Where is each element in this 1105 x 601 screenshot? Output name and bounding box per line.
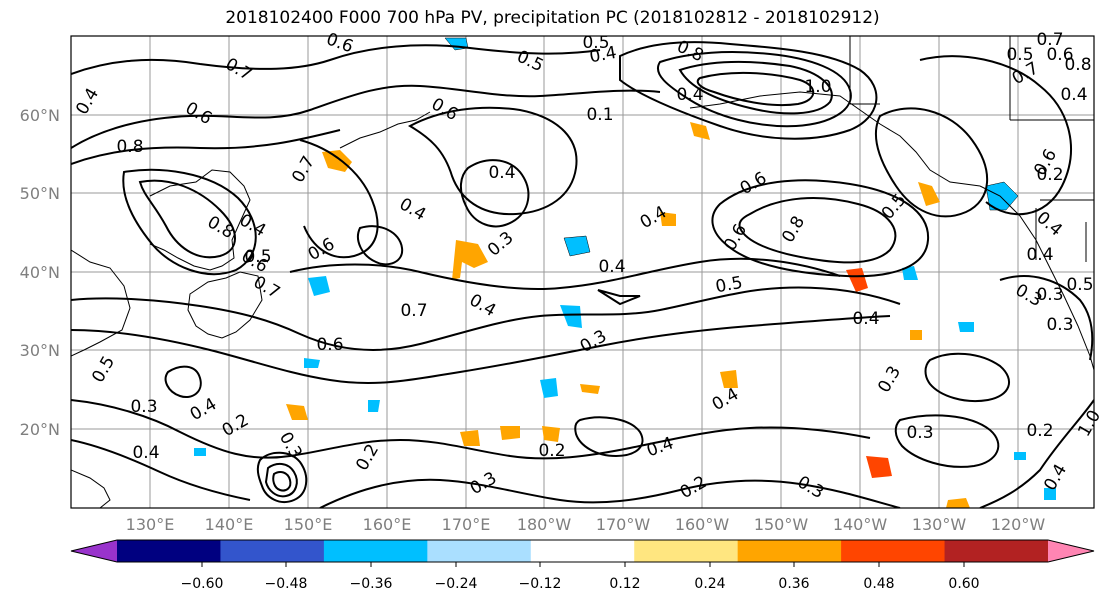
contour-label: 0.1 bbox=[586, 105, 613, 125]
lat-label: 30°N bbox=[20, 341, 60, 360]
lon-label: 150°E bbox=[284, 515, 333, 534]
lon-label: 130°E bbox=[126, 515, 175, 534]
lon-label: 180°W bbox=[517, 515, 572, 534]
colorbar-segment bbox=[530, 540, 635, 562]
lat-label: 60°N bbox=[20, 106, 60, 125]
contour-label: 0.3 bbox=[906, 423, 933, 443]
contour-label: 0.5 bbox=[1006, 45, 1033, 65]
lon-label: 140°E bbox=[205, 515, 254, 534]
contour-label: 0.4 bbox=[132, 443, 159, 463]
colorbar-segment bbox=[323, 540, 428, 562]
contour-label: 0.2 bbox=[1026, 421, 1053, 441]
lat-label: 50°N bbox=[20, 184, 60, 203]
contour-label: 0.7 bbox=[1036, 30, 1063, 50]
colorbar-segment bbox=[220, 540, 325, 562]
contour-label: 0.8 bbox=[116, 137, 143, 157]
colorbar-segment bbox=[737, 540, 842, 562]
contour-label: 0.8 bbox=[1064, 55, 1091, 75]
colorbar-tick-label: 0.36 bbox=[778, 576, 809, 592]
contour-label: 0.3 bbox=[130, 397, 157, 417]
contour-label: 0.6 bbox=[1046, 45, 1073, 65]
contour-label: 0.5 bbox=[244, 247, 271, 267]
colorbar-tick-label: −0.36 bbox=[350, 576, 393, 592]
contour-label: 0.4 bbox=[488, 163, 515, 183]
lon-label: 170°E bbox=[442, 515, 491, 534]
contour-label: 0.5 bbox=[714, 273, 744, 297]
colorbar-tick-label: −0.12 bbox=[519, 576, 562, 592]
colorbar bbox=[70, 539, 1095, 563]
contour-label: 0.4 bbox=[598, 257, 625, 277]
contour-label: 1.0 bbox=[804, 77, 831, 97]
colorbar-tick-label: 0.12 bbox=[609, 576, 640, 592]
map-title: 2018102400 F000 700 hPa PV, precipitatio… bbox=[225, 8, 880, 28]
colorbar-ticks: −0.60 −0.48 −0.36 −0.24 −0.12 0.12 0.24 … bbox=[181, 562, 980, 592]
colorbar-segment bbox=[427, 540, 532, 562]
colorbar-tick-label: 0.60 bbox=[948, 576, 979, 592]
colorbar-segment bbox=[634, 540, 739, 562]
colorbar-tick-label: −0.60 bbox=[181, 576, 224, 592]
contour-label: 0.4 bbox=[588, 43, 618, 67]
contour-label: 0.4 bbox=[676, 85, 703, 105]
lon-label: 150°W bbox=[754, 515, 809, 534]
pv-contours bbox=[71, 41, 1094, 508]
lon-label: 130°W bbox=[912, 515, 967, 534]
colorbar-outline bbox=[70, 539, 1095, 563]
contour-label: 0.3 bbox=[1046, 315, 1073, 335]
colorbar-tick-label: −0.24 bbox=[435, 576, 478, 592]
map-frame bbox=[70, 35, 1095, 509]
lon-label: 170°W bbox=[596, 515, 651, 534]
lon-label: 160°W bbox=[675, 515, 730, 534]
contour-label: 0.2 bbox=[1036, 165, 1063, 185]
lon-label: 140°W bbox=[833, 515, 888, 534]
colorbar-tick-label: −0.48 bbox=[265, 576, 308, 592]
contour-label: 0.7 bbox=[400, 301, 427, 321]
contour-label: 0.4 bbox=[1026, 245, 1053, 265]
colorbar-segment bbox=[117, 540, 221, 562]
colorbar-segment bbox=[71, 540, 117, 562]
colorbar-segment bbox=[841, 540, 946, 562]
lon-label: 120°W bbox=[991, 515, 1046, 534]
contour-label: 0.5 bbox=[582, 33, 609, 53]
contour-label: 0.2 bbox=[538, 441, 565, 461]
contour-label: 0.3 bbox=[1036, 285, 1063, 305]
contour-label: 0.6 bbox=[316, 335, 343, 355]
lat-labels: 60°N 50°N 40°N 30°N 20°N bbox=[20, 106, 60, 439]
contour-label: 0.4 bbox=[1060, 85, 1087, 105]
contour-label: 0.5 bbox=[1066, 275, 1093, 295]
lat-label: 40°N bbox=[20, 263, 60, 282]
colorbar-segment bbox=[1048, 540, 1094, 562]
lon-label: 160°E bbox=[363, 515, 412, 534]
lat-label: 20°N bbox=[20, 420, 60, 439]
lon-labels: 130°E 140°E 150°E 160°E 170°E 180°W 170°… bbox=[126, 515, 1046, 534]
colorbar-tick-label: 0.24 bbox=[694, 576, 725, 592]
contour-label: 0.4 bbox=[852, 309, 879, 329]
colorbar-tick-label: 0.48 bbox=[863, 576, 894, 592]
colorbar-segment bbox=[944, 540, 1049, 562]
